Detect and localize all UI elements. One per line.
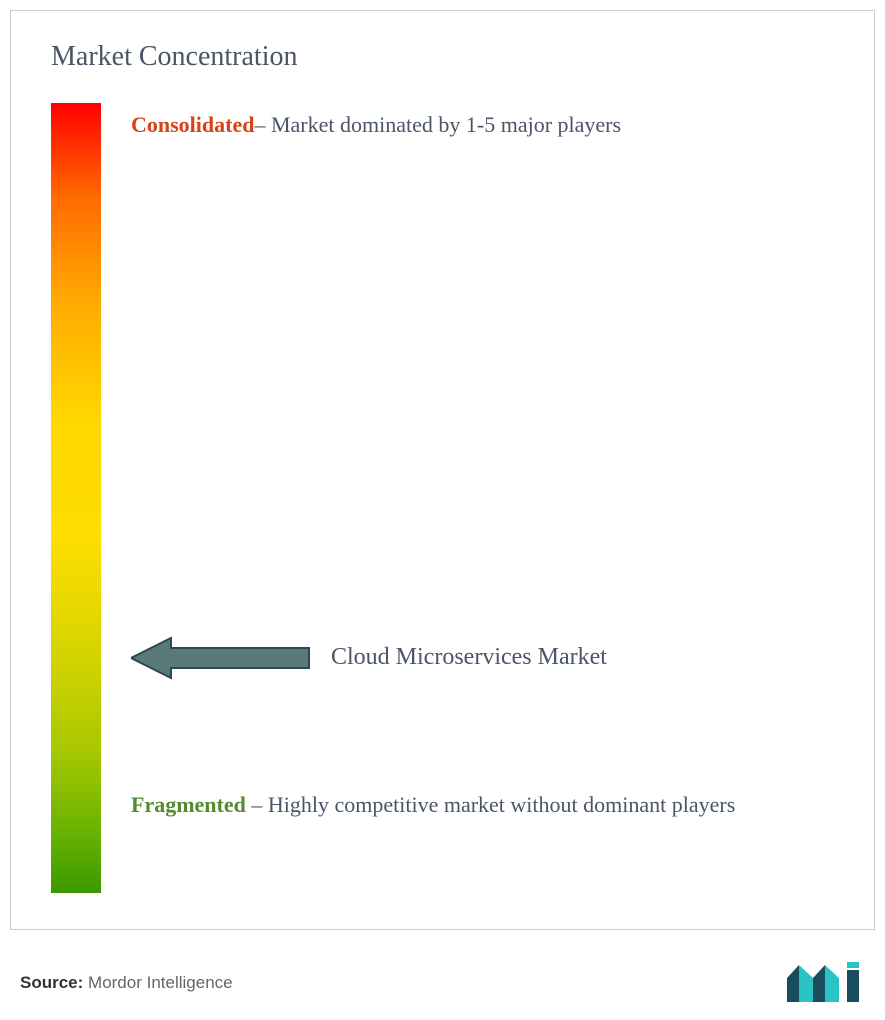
page-title: Market Concentration [51,41,834,73]
consolidated-block: Consolidated– Market dominated by 1-5 ma… [131,103,814,147]
footer: Source: Mordor Intelligence [20,960,865,1005]
source-value: Mordor Intelligence [88,973,233,992]
fragmented-description: – Highly competitive market without domi… [246,792,735,817]
arrow-left-icon [131,633,311,683]
market-name-label: Cloud Microservices Market [331,641,607,675]
fragmented-block: Fragmented – Highly competitive market w… [131,783,814,827]
consolidated-description: – Market dominated by 1-5 major players [254,112,621,137]
source-citation: Source: Mordor Intelligence [20,973,233,993]
concentration-gradient-bar [51,103,101,893]
content-area: Consolidated– Market dominated by 1-5 ma… [51,103,834,903]
market-pointer-block: Cloud Microservices Market [131,633,607,683]
fragmented-label: Fragmented [131,792,246,817]
infographic-container: Market Concentration Consolidated– Marke… [10,10,875,930]
source-label: Source: [20,973,83,992]
labels-area: Consolidated– Market dominated by 1-5 ma… [101,103,834,903]
consolidated-label: Consolidated [131,112,254,137]
mi-logo-icon [785,960,865,1005]
